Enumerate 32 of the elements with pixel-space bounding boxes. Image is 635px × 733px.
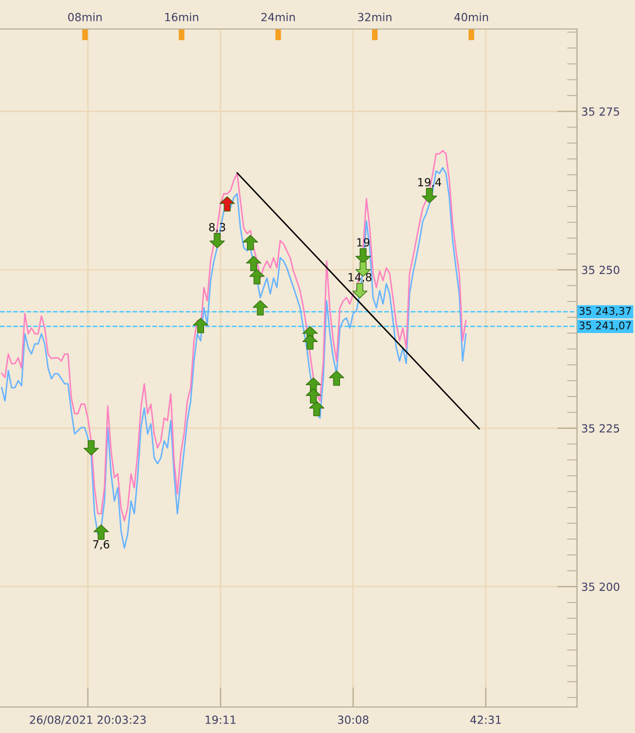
point (84, 440, 99, 456)
y-tick-label: 35 225 (582, 424, 620, 433)
point (328, 370, 344, 386)
x-tick-label: 19:11 (206, 716, 236, 724)
point (94, 524, 109, 540)
point (220, 196, 235, 212)
point (192, 318, 208, 334)
x2-tick-label: 16min (165, 12, 198, 22)
x2-tick-label: 32min (358, 12, 392, 22)
point (252, 300, 268, 316)
point (242, 234, 258, 250)
y-tick-label: 35 200 (582, 582, 620, 591)
ref-line-label: 35 243,37 (580, 306, 631, 316)
point (249, 269, 265, 284)
y-tick-label: 35 250 (582, 266, 620, 274)
annotation: 7,6 (93, 540, 110, 550)
x2-tick-label: 08min (68, 12, 102, 22)
point (352, 283, 368, 298)
point (246, 256, 262, 272)
point (422, 188, 438, 204)
ref-line-label: 35 241,07 (580, 322, 631, 330)
point (309, 400, 324, 416)
x-tick-label: 30:08 (338, 716, 368, 724)
x-tick-label: 42:31 (470, 716, 501, 724)
x2-tick-label: 24min (261, 12, 295, 22)
point (302, 334, 318, 350)
point (306, 388, 322, 404)
x-tick-label: 26/08/2021 20:03:23 (30, 716, 146, 725)
x2-tick-label: 40min (454, 12, 488, 22)
y-tick-label: 35 275 (582, 107, 620, 116)
point (355, 248, 371, 264)
point (210, 233, 225, 248)
